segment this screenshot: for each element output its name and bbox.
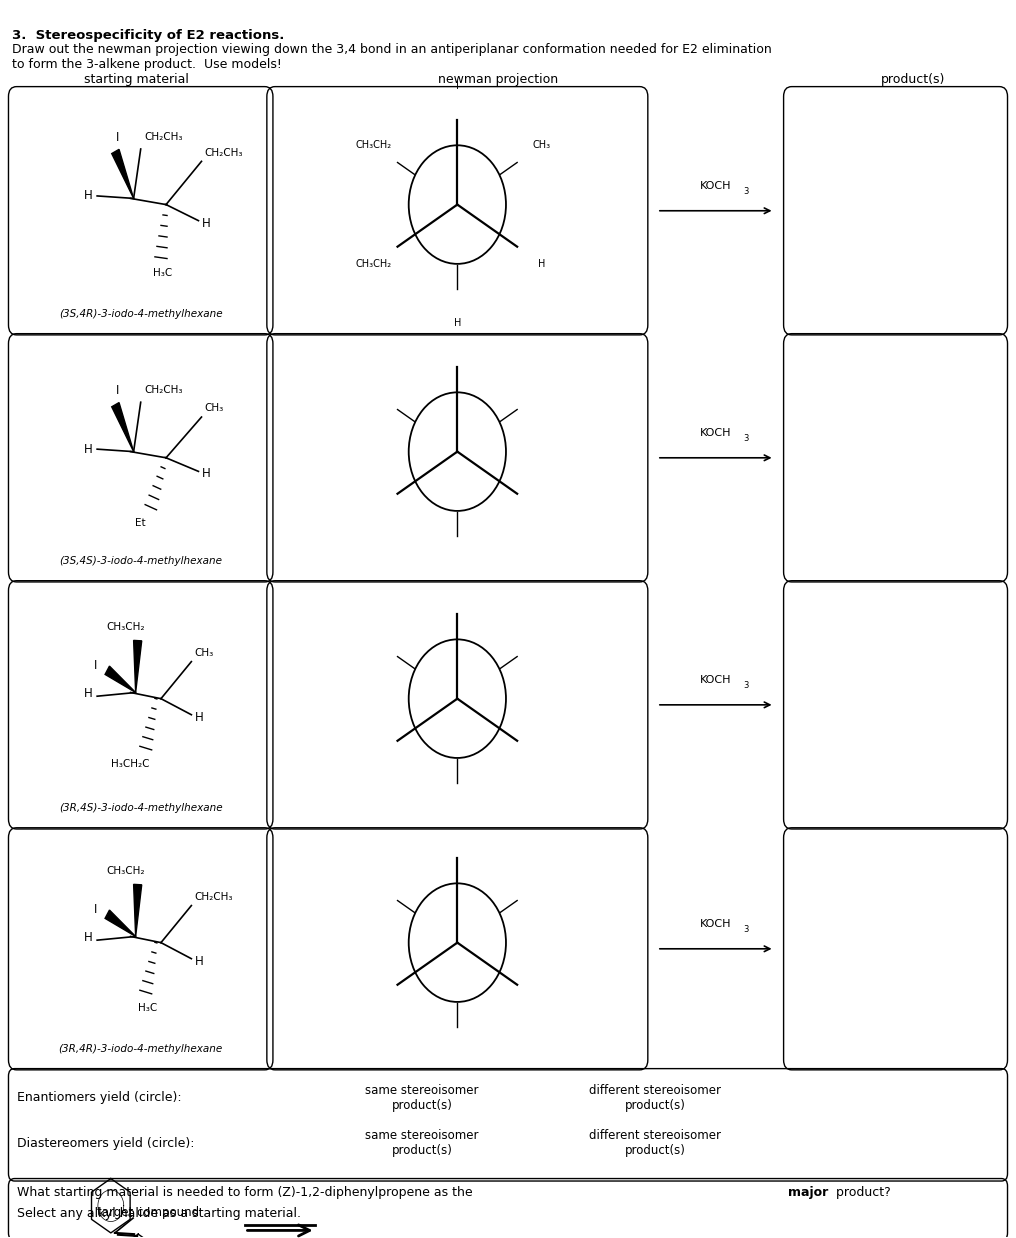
Text: different stereoisomer
product(s): different stereoisomer product(s)	[589, 1129, 721, 1158]
Text: target compound: target compound	[98, 1206, 199, 1218]
Text: H: H	[84, 189, 93, 203]
Text: KOCH: KOCH	[700, 428, 732, 438]
Text: CH₃CH₂: CH₃CH₂	[355, 140, 391, 150]
Text: CH₃CH₂: CH₃CH₂	[355, 259, 391, 269]
Text: (3S,4R)-3-iodo-4-methylhexane: (3S,4R)-3-iodo-4-methylhexane	[59, 308, 223, 319]
Polygon shape	[105, 910, 136, 936]
Polygon shape	[112, 150, 134, 198]
Text: 3: 3	[743, 681, 749, 690]
Text: CH₂CH₃: CH₂CH₃	[194, 891, 233, 901]
Text: I: I	[456, 80, 459, 92]
Polygon shape	[105, 666, 136, 692]
Text: H: H	[201, 217, 210, 229]
Text: Et: Et	[135, 519, 146, 529]
Text: different stereoisomer
product(s): different stereoisomer product(s)	[589, 1083, 721, 1112]
Text: KOCH: KOCH	[700, 675, 732, 685]
Text: (3S,4S)-3-iodo-4-methylhexane: (3S,4S)-3-iodo-4-methylhexane	[59, 556, 223, 566]
Text: CH₃: CH₃	[532, 140, 551, 150]
Text: product(s): product(s)	[881, 73, 946, 85]
Text: H: H	[537, 259, 546, 269]
Text: Diastereomers yield (circle):: Diastereomers yield (circle):	[16, 1136, 194, 1150]
Text: (3R,4R)-3-iodo-4-methylhexane: (3R,4R)-3-iodo-4-methylhexane	[59, 1044, 223, 1054]
Text: same stereoisomer
product(s): same stereoisomer product(s)	[365, 1083, 479, 1112]
Text: Select any alkyl halide as a starting material.: Select any alkyl halide as a starting ma…	[16, 1207, 301, 1219]
Text: starting material: starting material	[83, 73, 189, 85]
Text: H: H	[84, 931, 93, 945]
Text: CH₃CH₂: CH₃CH₂	[107, 865, 144, 877]
Text: H₃C: H₃C	[137, 1003, 156, 1013]
Text: Enantiomers yield (circle):: Enantiomers yield (circle):	[16, 1091, 181, 1104]
Text: newman projection: newman projection	[438, 73, 558, 85]
Text: H₃C: H₃C	[152, 267, 172, 277]
Text: H: H	[194, 954, 203, 968]
Text: CH₃: CH₃	[204, 404, 224, 413]
Text: 3: 3	[743, 187, 749, 196]
Polygon shape	[134, 640, 141, 692]
Text: major: major	[787, 1186, 828, 1198]
Text: I: I	[116, 384, 119, 397]
Text: to form the 3-alkene product.  Use models!: to form the 3-alkene product. Use models…	[11, 58, 281, 72]
Text: same stereoisomer
product(s): same stereoisomer product(s)	[365, 1129, 479, 1158]
Text: CH₂CH₃: CH₂CH₃	[144, 131, 183, 141]
Text: 3: 3	[743, 925, 749, 933]
Text: Draw out the newman projection viewing down the 3,4 bond in an antiperiplanar co: Draw out the newman projection viewing d…	[11, 43, 771, 57]
Text: product?: product?	[832, 1186, 891, 1198]
Polygon shape	[134, 884, 141, 936]
Text: KOCH: KOCH	[700, 919, 732, 928]
Text: I: I	[116, 131, 119, 144]
Text: (3R,4S)-3-iodo-4-methylhexane: (3R,4S)-3-iodo-4-methylhexane	[59, 803, 223, 813]
Polygon shape	[112, 402, 134, 452]
Text: H: H	[84, 687, 93, 701]
Text: KOCH: KOCH	[700, 181, 732, 191]
Text: H: H	[194, 711, 203, 724]
Text: 3: 3	[743, 435, 749, 443]
Text: CH₃: CH₃	[194, 647, 213, 657]
Text: I: I	[93, 659, 98, 672]
Text: H: H	[201, 468, 210, 480]
Text: 3.  Stereospecificity of E2 reactions.: 3. Stereospecificity of E2 reactions.	[11, 28, 283, 42]
Text: CH₂CH₃: CH₂CH₃	[204, 147, 243, 157]
Text: What starting material is needed to form (Z)-1,2-diphenylpropene as the: What starting material is needed to form…	[16, 1186, 477, 1198]
Text: CH₃CH₂: CH₃CH₂	[107, 621, 144, 631]
Text: I: I	[93, 903, 98, 916]
Text: H: H	[454, 318, 461, 328]
Text: CH₂CH₃: CH₂CH₃	[144, 385, 183, 395]
Text: H₃CH₂C: H₃CH₂C	[112, 759, 149, 769]
Text: H: H	[84, 443, 93, 456]
